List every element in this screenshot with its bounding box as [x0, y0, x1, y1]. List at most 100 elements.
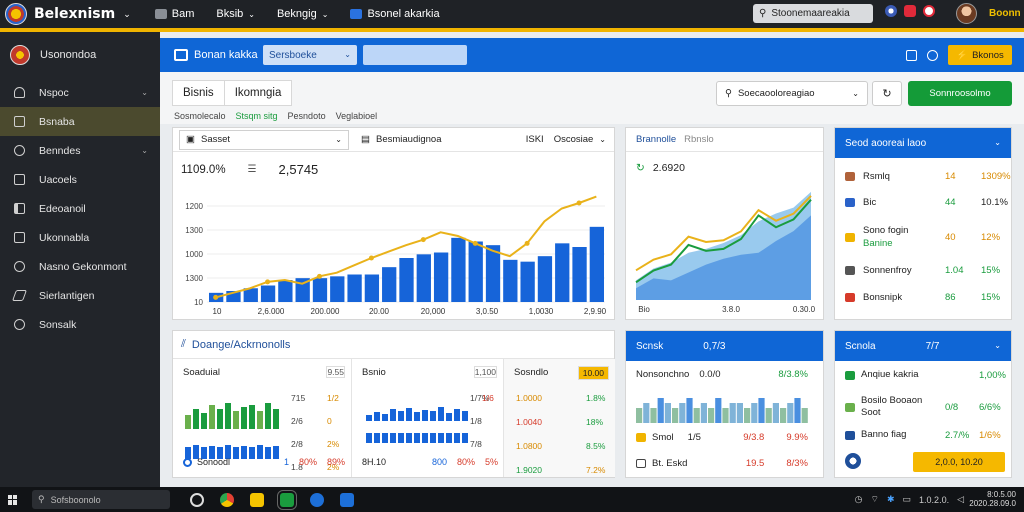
- bar[interactable]: [390, 433, 396, 443]
- bar[interactable]: [347, 274, 362, 303]
- bar[interactable]: [503, 259, 518, 302]
- heat-cell[interactable]: [657, 398, 664, 423]
- chevron-down-icon[interactable]: ⌄: [994, 341, 1001, 350]
- volume-icon[interactable]: ◁: [957, 494, 964, 504]
- sidebar-item-sierlantigen[interactable]: Sierlantigen: [0, 281, 160, 310]
- top-menu-item[interactable]: Bekngig ⌄: [277, 8, 328, 20]
- sidebar-item-bsnaba[interactable]: Bsnaba: [0, 107, 160, 136]
- bar[interactable]: [243, 288, 258, 302]
- bar[interactable]: [265, 403, 271, 429]
- trend-point[interactable]: [213, 294, 219, 300]
- bar[interactable]: [520, 261, 535, 302]
- top-menu-item[interactable]: Bksib ⌄: [216, 8, 255, 20]
- chevron-down-icon[interactable]: ⌄: [123, 8, 131, 19]
- window-icon[interactable]: [906, 49, 917, 61]
- top-menu-item[interactable]: Bam: [154, 8, 194, 20]
- tab-ikomngia[interactable]: Ikomngia: [225, 81, 292, 105]
- primary-action-button[interactable]: Sonnroosolmo: [908, 81, 1012, 106]
- bar[interactable]: [555, 243, 570, 302]
- refresh-button[interactable]: ↻: [872, 81, 902, 106]
- bar[interactable]: [257, 411, 263, 429]
- bar[interactable]: [374, 433, 380, 443]
- heat-cell[interactable]: [787, 403, 794, 423]
- bar[interactable]: [468, 241, 483, 303]
- bar[interactable]: [422, 410, 428, 421]
- bar[interactable]: [185, 415, 191, 429]
- bar[interactable]: [249, 447, 255, 459]
- bar[interactable]: [433, 252, 449, 303]
- bar[interactable]: [451, 237, 466, 302]
- bar[interactable]: [572, 247, 587, 302]
- sub-link[interactable]: Pesndoto: [287, 111, 326, 121]
- heat-cell[interactable]: [693, 408, 700, 423]
- trend-point[interactable]: [472, 240, 478, 246]
- brand-name[interactable]: Belexnism: [34, 6, 116, 22]
- bar[interactable]: [193, 409, 199, 429]
- chart-header-option[interactable]: Oscosiae: [553, 134, 594, 145]
- task-view-icon[interactable]: [190, 492, 204, 507]
- list-item[interactable]: Bic 44 10.1%: [845, 196, 1008, 209]
- header-input[interactable]: [363, 45, 467, 65]
- notification-icon[interactable]: [904, 5, 916, 17]
- heat-cell[interactable]: [686, 398, 693, 423]
- bar[interactable]: [295, 278, 310, 302]
- heat-cell[interactable]: [715, 398, 722, 423]
- bar[interactable]: [185, 447, 191, 459]
- clock-icon[interactable]: ◷: [854, 494, 863, 504]
- sidebar-item-benndes[interactable]: Benndes ⌄: [0, 136, 160, 165]
- bar[interactable]: [446, 433, 452, 443]
- heat-cell[interactable]: [772, 403, 779, 423]
- bar[interactable]: [273, 446, 279, 459]
- right-list-item[interactable]: Banno fiag 2.7/% 1/6%: [845, 429, 1005, 441]
- wifi-icon[interactable]: ⌔: [870, 494, 879, 504]
- filter-search-input[interactable]: ⚲ Soecaooloreagiao ⌄: [716, 81, 868, 106]
- heat-cell[interactable]: [780, 408, 787, 423]
- shield-icon[interactable]: [340, 492, 354, 507]
- heat-cell[interactable]: [650, 408, 657, 423]
- bar[interactable]: [454, 409, 460, 421]
- taskbar-clock[interactable]: 8:0.5.00 2020.28.09.0: [969, 490, 1016, 508]
- sidebar-item-sonsalk[interactable]: Sonsalk: [0, 310, 160, 339]
- bar[interactable]: [260, 285, 276, 303]
- sidebar-item-ukonnabla[interactable]: Ukonnabla: [0, 223, 160, 252]
- right-list-item[interactable]: Bosilo Booaon Soot 0/8 6/6%: [845, 395, 1005, 419]
- bar[interactable]: [416, 254, 431, 302]
- header-action-button[interactable]: ⚡ Bkonos: [948, 45, 1012, 65]
- heat-cell[interactable]: [736, 403, 743, 423]
- bar[interactable]: [406, 408, 412, 421]
- list-item[interactable]: Sono fogin Banine 40 12%: [845, 224, 1005, 250]
- taskbar-search-input[interactable]: ⚲ Sofsboonolo: [32, 490, 170, 509]
- bar[interactable]: [382, 414, 388, 421]
- bar[interactable]: [414, 433, 420, 443]
- bar[interactable]: [438, 407, 444, 421]
- sidebar-item-uacoels[interactable]: Uacoels: [0, 165, 160, 194]
- bar[interactable]: [193, 445, 199, 459]
- chevron-down-icon[interactable]: ⌄: [599, 135, 606, 144]
- heat-cell[interactable]: [751, 403, 758, 423]
- bar[interactable]: [366, 415, 372, 421]
- heat-cell[interactable]: [636, 408, 643, 423]
- bar[interactable]: [233, 447, 239, 459]
- bar[interactable]: [257, 445, 263, 459]
- heat-cell[interactable]: [744, 408, 751, 423]
- trend-point[interactable]: [420, 237, 426, 243]
- sidebar-item-edeoanoil[interactable]: Edeoanoil: [0, 194, 160, 223]
- bluetooth-icon[interactable]: ✱: [886, 494, 895, 504]
- heat-cell[interactable]: [664, 403, 671, 423]
- bar[interactable]: [225, 403, 231, 429]
- top-menu-item[interactable]: Bsonel akarkia: [350, 8, 440, 20]
- bar[interactable]: [364, 274, 380, 303]
- bar[interactable]: [446, 413, 452, 421]
- tab-bisnis[interactable]: Bisnis: [173, 81, 225, 105]
- heat-cell[interactable]: [794, 398, 801, 423]
- sidebar-item-nspoc[interactable]: Nspoc ⌄: [0, 78, 160, 107]
- list-item[interactable]: Bonsnipk 86 15%: [845, 291, 1005, 304]
- bar[interactable]: [233, 411, 239, 429]
- windows-icon[interactable]: [8, 494, 18, 505]
- bar[interactable]: [589, 226, 604, 302]
- list-item[interactable]: Rsmlq 14 1309%: [845, 170, 1011, 183]
- bar[interactable]: [382, 267, 397, 302]
- bar[interactable]: [382, 433, 388, 443]
- battery-icon[interactable]: ▭: [902, 494, 912, 504]
- bar[interactable]: [217, 409, 223, 429]
